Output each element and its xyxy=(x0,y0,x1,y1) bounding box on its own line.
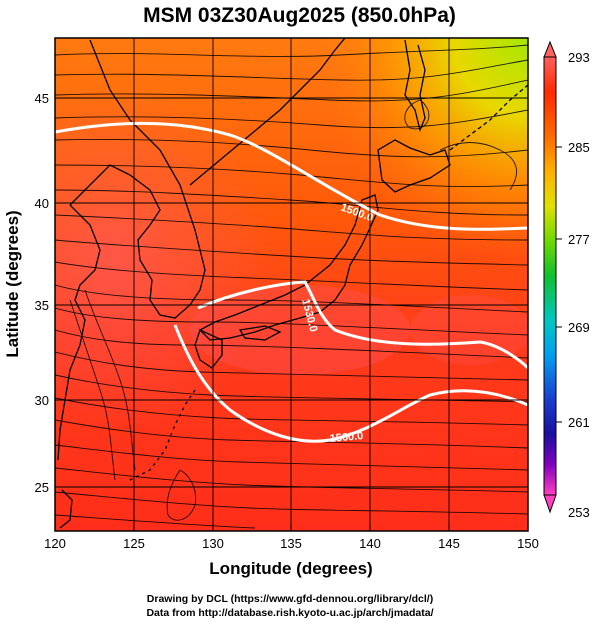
y-tick-label: 35 xyxy=(35,298,49,313)
y-tick-label: 25 xyxy=(35,480,49,495)
y-tick-label: 45 xyxy=(35,91,49,106)
coastlines xyxy=(57,38,528,529)
x-tick-label: 140 xyxy=(359,536,381,551)
y-tick-labels: 25 30 35 40 45 xyxy=(35,91,49,495)
colorbar-tick-label: 253 xyxy=(568,505,590,520)
y-tick-label: 40 xyxy=(35,196,49,211)
graticule xyxy=(55,38,528,531)
colorbar-tick-label: 293 xyxy=(568,50,590,65)
credit-line-2: Data from http://database.rish.kyoto-u.a… xyxy=(146,607,434,619)
colorbar-top-arrow xyxy=(543,40,557,58)
colorbar-bottom-arrow xyxy=(543,494,557,514)
height-contours xyxy=(55,121,528,443)
x-tick-label: 120 xyxy=(44,536,66,551)
x-tick-label: 130 xyxy=(202,536,224,551)
x-tick-label: 125 xyxy=(123,536,145,551)
colorbar-tick-label: 285 xyxy=(568,140,590,155)
x-axis-label: Longitude (degrees) xyxy=(209,559,372,578)
y-axis-label: Latitude (degrees) xyxy=(3,210,22,357)
x-axis-ticks xyxy=(54,524,529,531)
x-tick-label: 135 xyxy=(280,536,302,551)
colorbar-tick-label: 261 xyxy=(568,415,590,430)
y-tick-label: 30 xyxy=(35,393,49,408)
colorbar-tick-label: 269 xyxy=(568,320,590,335)
map-title: MSM 03Z30Aug2025 (850.0hPa) xyxy=(143,4,456,27)
x-tick-labels: 120 125 130 135 140 145 150 xyxy=(44,536,539,551)
colorbar: 293 285 277 269 261 253 xyxy=(543,40,590,520)
x-tick-label: 150 xyxy=(517,536,539,551)
x-tick-label: 145 xyxy=(438,536,460,551)
wind-streamlines xyxy=(55,44,528,529)
contour-label-1560: 1560.0 xyxy=(329,430,364,445)
credit-line-1: Drawing by DCL (https://www.gfd-dennou.o… xyxy=(146,593,434,605)
colorbar-tick-label: 277 xyxy=(568,232,590,247)
